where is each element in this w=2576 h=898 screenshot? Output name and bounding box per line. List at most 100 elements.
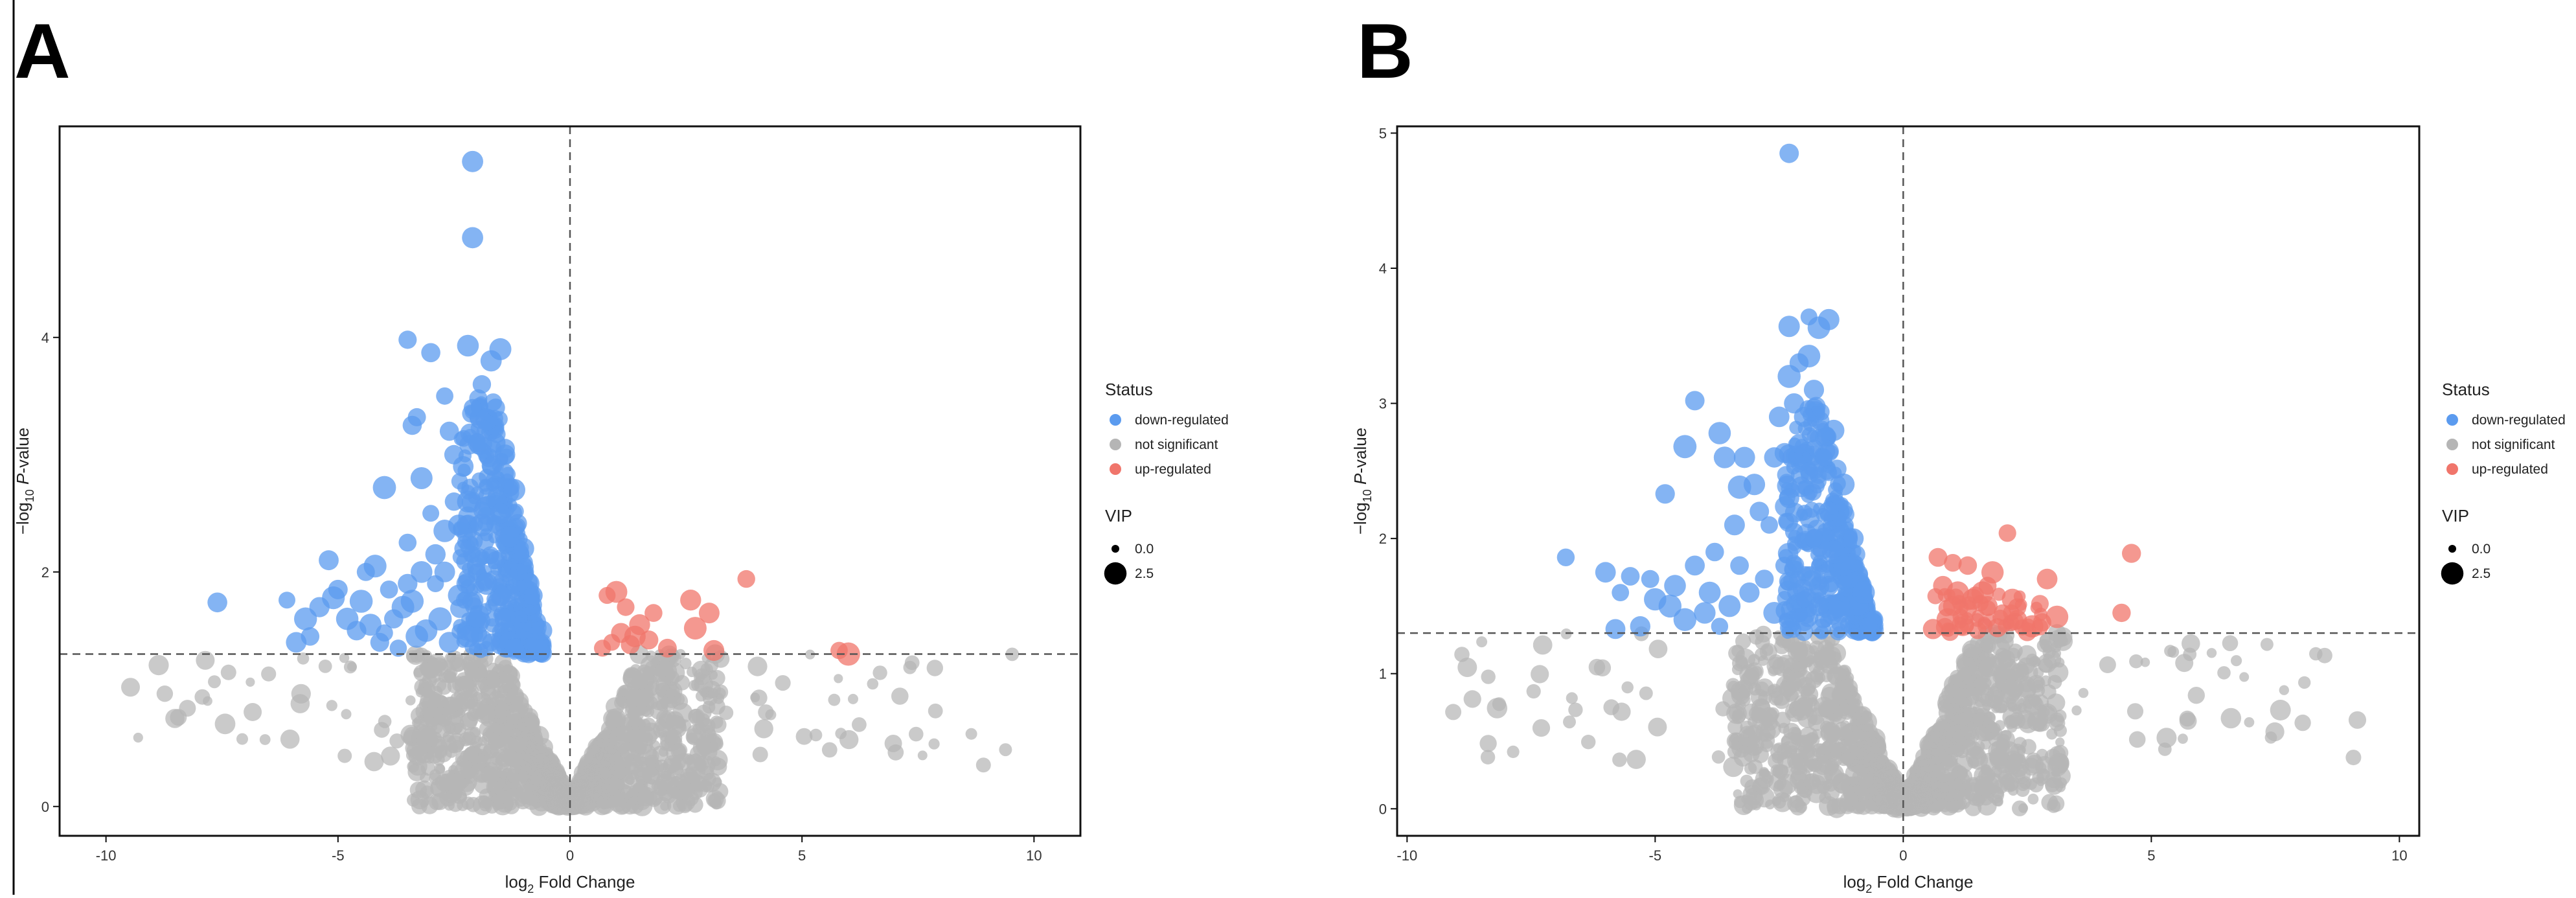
point-not-significant bbox=[498, 709, 510, 722]
point-not-significant bbox=[1812, 729, 1823, 740]
point-not-significant bbox=[1983, 711, 1996, 724]
point-not-significant bbox=[475, 704, 496, 724]
point-up-regulated bbox=[1994, 604, 2011, 622]
point-down-regulated bbox=[398, 573, 418, 594]
legend-vip-swatch bbox=[2441, 562, 2464, 585]
point-not-significant bbox=[2055, 737, 2065, 747]
point-not-significant bbox=[501, 697, 512, 708]
point-not-significant bbox=[702, 772, 722, 792]
point-not-significant bbox=[1747, 717, 1758, 727]
point-not-significant bbox=[626, 718, 643, 736]
point-not-significant bbox=[1777, 751, 1795, 769]
legend-vip-swatch bbox=[1111, 545, 1119, 553]
point-down-regulated bbox=[474, 549, 490, 566]
point-not-significant bbox=[1612, 752, 1627, 767]
point-not-significant bbox=[490, 786, 508, 805]
point-not-significant bbox=[389, 733, 405, 749]
point-down-regulated bbox=[279, 592, 295, 609]
point-not-significant bbox=[1563, 715, 1576, 729]
point-not-significant bbox=[1479, 735, 1497, 752]
point-not-significant bbox=[1711, 750, 1726, 764]
point-not-significant bbox=[1639, 686, 1653, 700]
point-not-significant bbox=[1819, 791, 1832, 804]
point-down-regulated bbox=[1733, 446, 1755, 468]
point-down-regulated bbox=[1711, 617, 1729, 635]
point-not-significant bbox=[566, 794, 585, 813]
point-not-significant bbox=[917, 750, 928, 761]
x-tick-label: -10 bbox=[1396, 847, 1417, 864]
point-not-significant bbox=[1962, 651, 1981, 670]
point-not-significant bbox=[1790, 644, 1806, 660]
y-axis-title: −log10 P-value bbox=[13, 428, 36, 535]
point-not-significant bbox=[208, 675, 221, 689]
point-not-significant bbox=[2054, 657, 2065, 668]
point-not-significant bbox=[523, 761, 538, 776]
point-down-regulated bbox=[464, 398, 482, 417]
point-not-significant bbox=[2231, 655, 2242, 667]
point-down-regulated bbox=[425, 544, 446, 565]
series-up-regulated bbox=[1922, 524, 2141, 641]
point-down-regulated bbox=[1797, 505, 1813, 521]
point-not-significant bbox=[492, 718, 504, 730]
point-not-significant bbox=[670, 776, 681, 787]
point-not-significant bbox=[1568, 702, 1583, 717]
point-not-significant bbox=[1734, 796, 1747, 809]
point-not-significant bbox=[244, 703, 262, 721]
point-down-regulated bbox=[1673, 608, 1696, 631]
point-down-regulated bbox=[1808, 595, 1829, 617]
point-not-significant bbox=[903, 660, 917, 674]
point-down-regulated bbox=[1612, 584, 1630, 601]
point-not-significant bbox=[515, 704, 525, 714]
point-not-significant bbox=[2294, 714, 2311, 731]
point-not-significant bbox=[809, 728, 823, 742]
point-not-significant bbox=[1588, 658, 1606, 676]
point-down-regulated bbox=[410, 467, 433, 489]
point-not-significant bbox=[1989, 726, 2003, 741]
point-not-significant bbox=[719, 706, 734, 720]
point-not-significant bbox=[444, 792, 454, 803]
point-not-significant bbox=[457, 799, 469, 811]
x-tick-label: -10 bbox=[96, 847, 117, 864]
point-not-significant bbox=[1818, 652, 1830, 663]
series-down-regulated bbox=[207, 150, 553, 663]
point-down-regulated bbox=[349, 590, 373, 613]
point-not-significant bbox=[465, 684, 479, 698]
legend-vip-title: VIP bbox=[1105, 506, 1132, 525]
point-not-significant bbox=[2099, 656, 2116, 673]
point-not-significant bbox=[2129, 654, 2143, 669]
point-not-significant bbox=[926, 660, 944, 676]
point-not-significant bbox=[450, 722, 462, 735]
series-up-regulated bbox=[594, 570, 860, 666]
point-not-significant bbox=[2126, 703, 2144, 720]
y-tick-label: 4 bbox=[1379, 260, 1387, 277]
point-not-significant bbox=[867, 678, 879, 690]
point-not-significant bbox=[1454, 647, 1470, 662]
point-not-significant bbox=[496, 677, 512, 693]
x-tick-label: 0 bbox=[566, 847, 574, 864]
point-not-significant bbox=[179, 700, 196, 717]
point-not-significant bbox=[2053, 724, 2067, 737]
point-not-significant bbox=[1845, 751, 1865, 771]
point-not-significant bbox=[121, 678, 140, 697]
point-down-regulated bbox=[439, 421, 459, 441]
point-up-regulated bbox=[836, 642, 860, 666]
point-not-significant bbox=[2244, 717, 2255, 728]
point-not-significant bbox=[511, 719, 523, 731]
point-down-regulated bbox=[359, 614, 382, 636]
point-not-significant bbox=[517, 772, 527, 781]
point-not-significant bbox=[2128, 731, 2146, 748]
point-down-regulated bbox=[207, 592, 227, 613]
point-not-significant bbox=[612, 717, 625, 730]
point-not-significant bbox=[576, 772, 589, 785]
point-down-regulated bbox=[457, 625, 479, 648]
point-not-significant bbox=[2279, 685, 2289, 695]
point-down-regulated bbox=[389, 639, 407, 657]
point-not-significant bbox=[448, 733, 466, 750]
point-not-significant bbox=[1773, 780, 1784, 790]
point-not-significant bbox=[245, 677, 255, 687]
x-tick-label: 5 bbox=[798, 847, 806, 864]
point-not-significant bbox=[1445, 704, 1462, 720]
point-not-significant bbox=[999, 743, 1012, 757]
volcano-plot-b: -10 -5 0 5 10 0 1 2 3 4 5 log2 Fold Change −log10 P-… bbox=[1351, 125, 2566, 895]
point-not-significant bbox=[429, 731, 442, 744]
